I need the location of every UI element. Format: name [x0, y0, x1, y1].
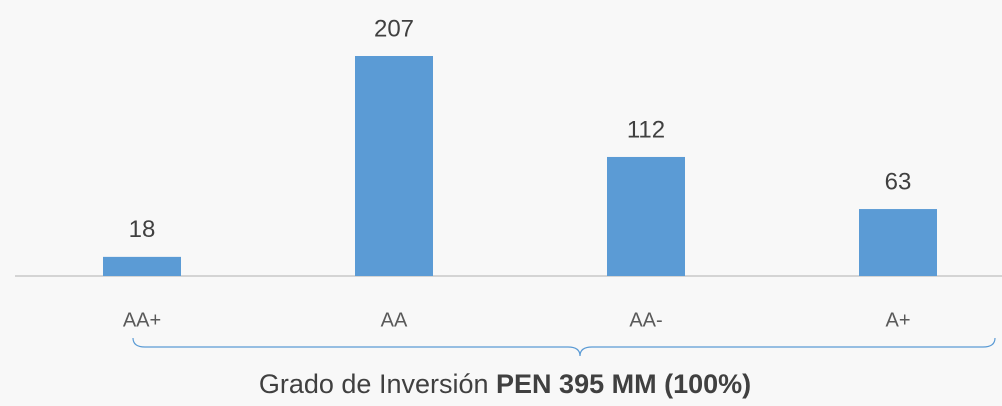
x-tick-label: AA-: [629, 309, 662, 331]
x-tick-label: AA: [381, 309, 408, 331]
annotation-text: Grado de Inversión: [259, 369, 489, 399]
annotation: Grado de Inversión PEN 395 MM (100%): [259, 369, 751, 399]
brace: [132, 337, 996, 357]
annotation-bold: PEN 395 MM (100%): [496, 369, 751, 399]
bar: [103, 256, 181, 276]
value-label: 112: [627, 116, 665, 143]
value-label: 207: [374, 15, 414, 42]
value-label: 63: [885, 168, 912, 195]
value-label: 18: [129, 216, 156, 243]
x-tick-label: AA+: [123, 309, 161, 331]
bar: [859, 209, 937, 276]
bar: [355, 56, 433, 276]
bar: [607, 156, 685, 276]
x-tick-label: A+: [885, 309, 910, 331]
